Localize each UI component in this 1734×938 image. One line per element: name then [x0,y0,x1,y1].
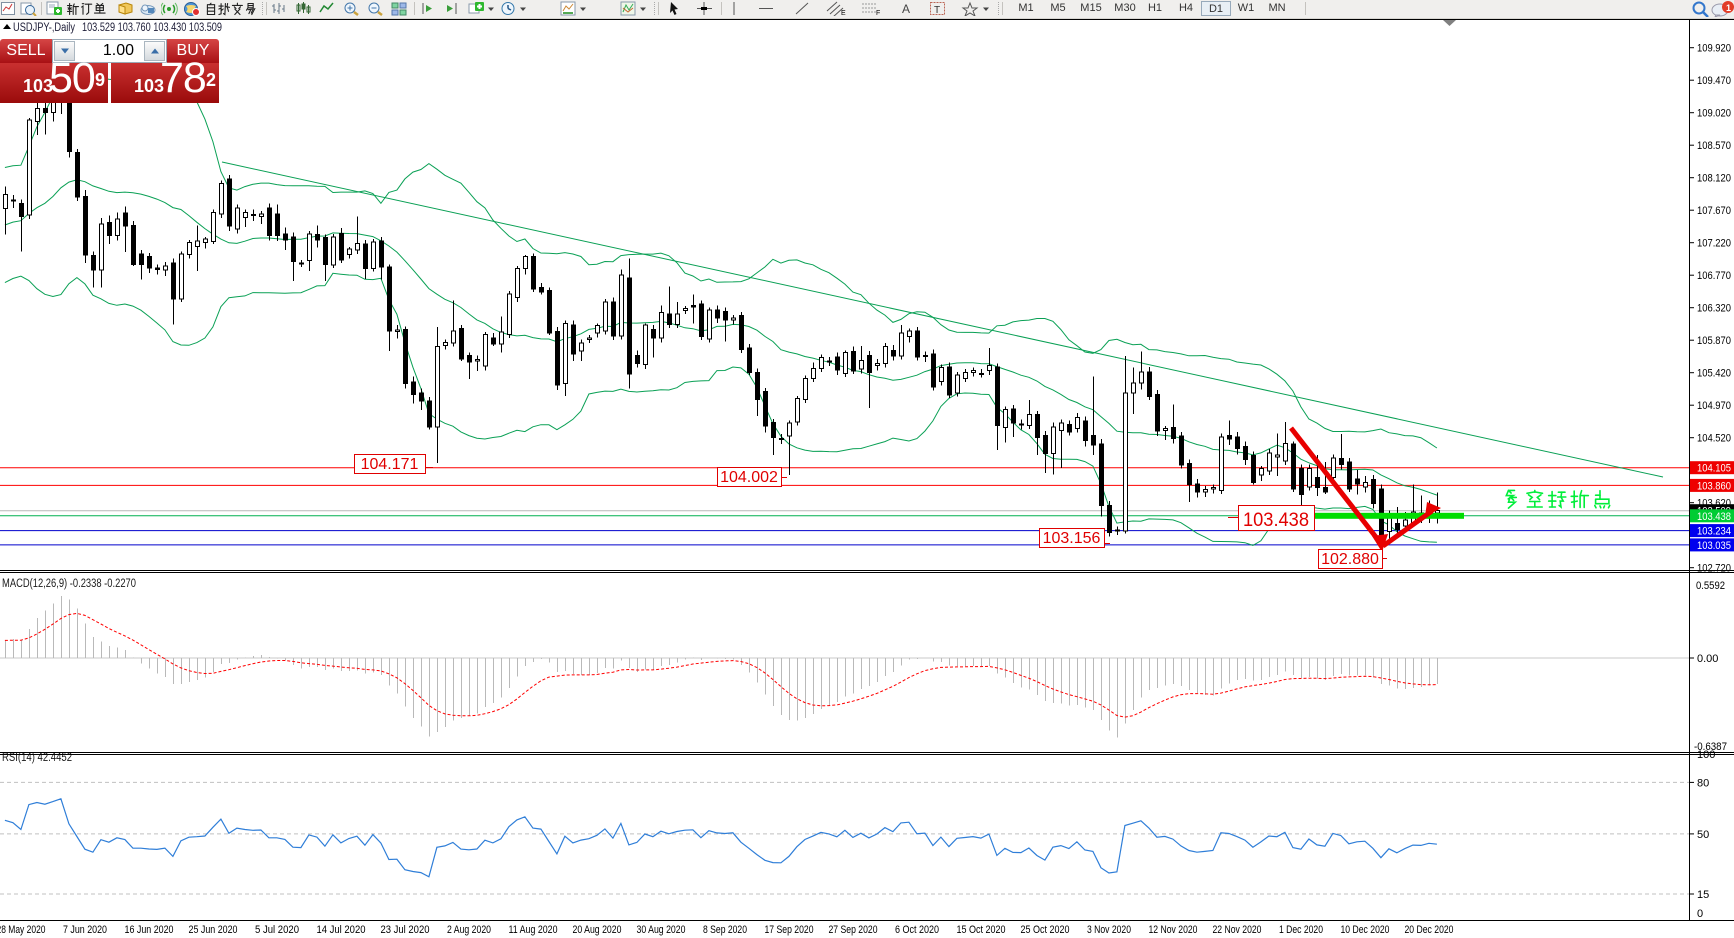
svg-text:103.860: 103.860 [1697,480,1731,492]
svg-text:14 Jul 2020: 14 Jul 2020 [317,924,366,936]
svg-text:104.970: 104.970 [1697,400,1731,412]
svg-text:F: F [876,10,880,16]
svg-text:103.035: 103.035 [1697,540,1731,552]
svg-text:20 Aug 2020: 20 Aug 2020 [573,924,622,936]
svg-text:17 Sep 2020: 17 Sep 2020 [765,924,814,936]
svg-text:105.420: 105.420 [1697,368,1731,380]
svg-text:8 Sep 2020: 8 Sep 2020 [703,924,747,936]
svg-text:20 Dec 2020: 20 Dec 2020 [1405,924,1454,936]
svg-text:28 May 2020: 28 May 2020 [0,924,46,936]
svg-text:11 Aug 2020: 11 Aug 2020 [509,924,558,936]
svg-text:104.171: 104.171 [361,456,419,473]
svg-text:102.720: 102.720 [1697,563,1731,575]
svg-text:103.438: 103.438 [1243,510,1309,531]
svg-text:22 Nov 2020: 22 Nov 2020 [1213,924,1262,936]
svg-text:0: 0 [1697,908,1703,920]
svg-text:100: 100 [1697,749,1715,761]
svg-text:0.5592: 0.5592 [1696,580,1725,592]
svg-text:RSI(14) 42.4452: RSI(14) 42.4452 [2,752,72,764]
svg-text:3 Nov 2020: 3 Nov 2020 [1087,924,1131,936]
svg-text:102.880: 102.880 [1321,551,1379,568]
svg-text:T: T [934,5,940,16]
svg-text:12 Nov 2020: 12 Nov 2020 [1149,924,1198,936]
svg-text:1 Dec 2020: 1 Dec 2020 [1279,924,1323,936]
svg-text:104.002: 104.002 [720,469,778,486]
svg-text:106.770: 106.770 [1697,270,1731,282]
svg-text:109.470: 109.470 [1697,75,1731,87]
svg-text:15: 15 [1697,889,1709,901]
svg-text:15 Oct 2020: 15 Oct 2020 [957,924,1006,936]
svg-text:50: 50 [1697,829,1709,841]
svg-text:6 Oct 2020: 6 Oct 2020 [895,924,939,936]
svg-text:E: E [841,10,846,16]
svg-text:2 Aug 2020: 2 Aug 2020 [447,924,491,936]
svg-text:105.870: 105.870 [1697,335,1731,347]
svg-text:104.520: 104.520 [1697,433,1731,445]
svg-text:7 Jun 2020: 7 Jun 2020 [63,924,107,936]
svg-text:-0.6387: -0.6387 [1694,741,1727,753]
svg-text:23 Jul 2020: 23 Jul 2020 [381,924,430,936]
svg-text:A: A [902,2,910,16]
svg-text:10 Dec 2020: 10 Dec 2020 [1341,924,1390,936]
svg-text:0.00: 0.00 [1697,653,1718,665]
svg-text:5 Jul 2020: 5 Jul 2020 [255,924,299,936]
svg-text:109.020: 109.020 [1697,108,1731,120]
svg-text:1: 1 [1726,3,1731,13]
svg-text:25 Oct 2020: 25 Oct 2020 [1021,924,1070,936]
svg-text:80: 80 [1697,777,1709,789]
svg-text:16 Jun 2020: 16 Jun 2020 [125,924,174,936]
svg-text:103.234: 103.234 [1697,526,1731,538]
svg-text:107.670: 107.670 [1697,205,1731,217]
svg-text:107.220: 107.220 [1697,238,1731,250]
svg-text:30 Aug 2020: 30 Aug 2020 [637,924,686,936]
svg-text:103.438: 103.438 [1697,511,1731,523]
svg-text:106.320: 106.320 [1697,303,1731,315]
svg-text:25 Jun 2020: 25 Jun 2020 [189,924,238,936]
svg-text:27 Sep 2020: 27 Sep 2020 [829,924,878,936]
svg-text:103.529 103.760 103.430 103.50: 103.529 103.760 103.430 103.509 [82,22,222,34]
svg-text:USDJPY-,Daily: USDJPY-,Daily [13,22,75,34]
svg-text:103.156: 103.156 [1043,530,1101,547]
svg-text:109.920: 109.920 [1697,43,1731,55]
svg-text:108.120: 108.120 [1697,173,1731,185]
svg-text:108.570: 108.570 [1697,140,1731,152]
svg-text:104.105: 104.105 [1697,463,1731,475]
svg-text:MACD(12,26,9) -0.2338 -0.2270: MACD(12,26,9) -0.2338 -0.2270 [2,578,136,590]
